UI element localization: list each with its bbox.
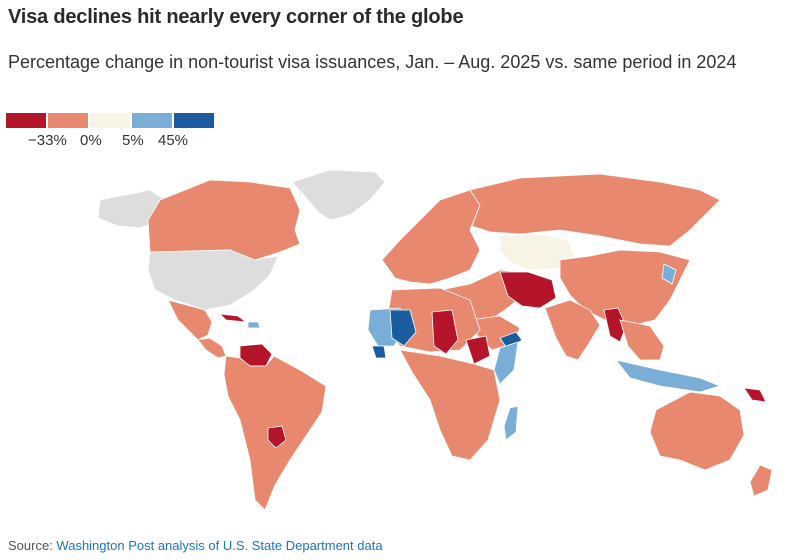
region-central-africa[interactable]: [399, 349, 501, 461]
region-papua-new-guinea[interactable]: [743, 387, 767, 403]
region-greenland[interactable]: [291, 169, 386, 221]
region-central-america[interactable]: [197, 337, 227, 359]
region-europe[interactable]: [381, 189, 481, 285]
region-paraguay[interactable]: [267, 425, 287, 449]
chart-subtitle: Percentage change in non-tourist visa is…: [8, 52, 737, 72]
region-china[interactable]: [559, 249, 691, 327]
region-usa[interactable]: [147, 249, 279, 311]
legend-label-5: 5%: [122, 132, 144, 149]
chart-title: Visa declines hit nearly every corner of…: [8, 6, 464, 28]
region-mexico[interactable]: [167, 299, 213, 341]
source-note: Source: Washington Post analysis of U.S.…: [8, 538, 383, 553]
region-niger[interactable]: [389, 309, 417, 347]
region-indonesia[interactable]: [614, 359, 722, 393]
region-sudan[interactable]: [465, 335, 491, 365]
region-korea-japan[interactable]: [661, 263, 677, 285]
legend-label-0: 0%: [80, 132, 102, 149]
region-india[interactable]: [544, 299, 601, 361]
region-myanmar[interactable]: [603, 307, 627, 343]
legend-label-minus-33: −33%: [28, 132, 67, 149]
region-cuba[interactable]: [218, 313, 248, 323]
legend-swatch-strong-increase: [174, 113, 214, 128]
region-iran-afghanistan[interactable]: [499, 271, 557, 309]
region-russia[interactable]: [469, 173, 721, 247]
region-canada[interactable]: [147, 179, 301, 261]
world-choropleth-map: [97, 169, 773, 511]
source-prefix: Source:: [8, 538, 57, 553]
color-legend: −33% 0% 5% 45%: [6, 113, 214, 152]
region-chad[interactable]: [431, 309, 459, 355]
source-link[interactable]: Washington Post analysis of U.S. State D…: [56, 538, 383, 553]
region-kazakhstan[interactable]: [499, 233, 576, 271]
region-liberia[interactable]: [371, 345, 387, 359]
legend-swatch-slight-increase: [90, 113, 130, 128]
legend-swatch-increase: [132, 113, 172, 128]
legend-swatch-decline: [48, 113, 88, 128]
region-hispaniola[interactable]: [247, 321, 261, 329]
region-australia[interactable]: [649, 391, 745, 471]
region-madagascar[interactable]: [503, 405, 519, 441]
region-new-zealand[interactable]: [749, 464, 773, 497]
legend-swatch-strong-decline: [6, 113, 46, 128]
legend-label-45: 45%: [158, 132, 189, 149]
region-somalia[interactable]: [493, 341, 519, 385]
region-southeast-asia[interactable]: [619, 319, 665, 361]
